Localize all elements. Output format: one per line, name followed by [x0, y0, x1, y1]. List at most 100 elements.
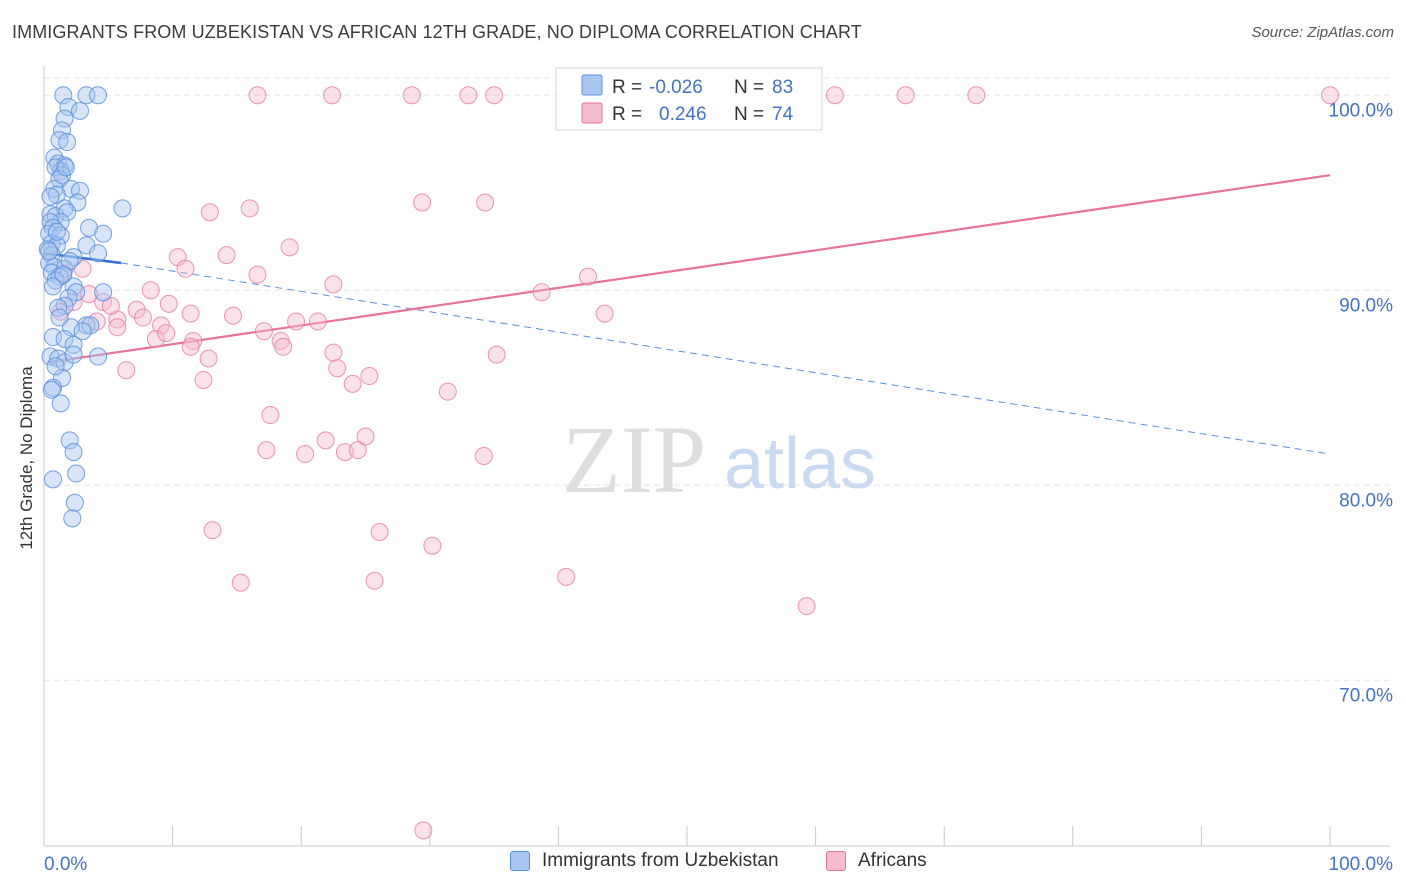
point-uzbekistan	[50, 131, 69, 150]
point-uzbekistan	[89, 244, 108, 263]
point-uzbekistan	[51, 394, 70, 413]
point-uzbekistan	[54, 265, 73, 284]
point-africans	[365, 571, 384, 590]
point-africans	[413, 193, 432, 212]
y-tick-label: 100.0%	[1329, 100, 1394, 121]
point-africans	[487, 345, 506, 364]
point-uzbekistan	[58, 203, 77, 222]
point-africans	[578, 267, 597, 286]
legend-n-value-2: 74	[772, 104, 794, 125]
point-africans	[141, 281, 160, 300]
point-uzbekistan	[64, 345, 83, 364]
point-africans	[476, 193, 495, 212]
legend-swatch-uzbekistan	[581, 74, 603, 96]
point-africans	[414, 821, 433, 840]
legend-swatch-africans	[581, 102, 603, 124]
point-uzbekistan	[42, 380, 61, 399]
point-uzbekistan	[49, 298, 68, 317]
point-uzbekistan	[94, 224, 113, 243]
point-africans	[217, 246, 236, 265]
point-uzbekistan	[64, 443, 83, 462]
legend-top: R = -0.026 N = 83 R = 0.246 N = 74	[555, 67, 823, 131]
point-africans	[324, 275, 343, 294]
legend-r-label-2: R =	[612, 104, 642, 125]
point-africans	[485, 86, 504, 105]
point-africans	[203, 521, 222, 540]
point-africans	[254, 322, 273, 341]
point-africans	[324, 343, 343, 362]
point-uzbekistan	[55, 296, 74, 315]
point-uzbekistan	[71, 181, 90, 200]
watermark-zip: ZIP	[562, 406, 706, 513]
point-africans	[459, 86, 478, 105]
point-africans	[194, 370, 213, 389]
point-uzbekistan	[58, 133, 77, 152]
point-uzbekistan	[40, 242, 59, 261]
legend-bottom: Immigrants from Uzbekistan Africans	[0, 850, 1406, 880]
point-uzbekistan	[89, 347, 108, 366]
point-africans	[199, 349, 218, 368]
point-africans	[248, 86, 267, 105]
axes	[43, 66, 1390, 847]
point-uzbekistan	[46, 357, 65, 376]
point-uzbekistan	[67, 464, 86, 483]
point-africans	[797, 597, 816, 616]
point-africans	[438, 382, 457, 401]
y-tick-label: 70.0%	[1339, 685, 1393, 706]
point-africans	[896, 86, 915, 105]
point-africans	[157, 324, 176, 343]
point-africans	[108, 318, 127, 337]
legend-r-label-1: R =	[612, 77, 642, 98]
point-africans	[280, 238, 299, 257]
y-tick-label: 90.0%	[1339, 295, 1393, 316]
legend-label-uzbekistan: Immigrants from Uzbekistan	[542, 850, 779, 871]
point-africans	[532, 283, 551, 302]
point-uzbekistan	[63, 509, 82, 528]
legend-label-africans: Africans	[858, 850, 927, 871]
legend-n-label-1: N =	[734, 77, 764, 98]
point-africans	[316, 431, 335, 450]
point-uzbekistan	[113, 199, 132, 218]
legend-swatch-blue	[510, 851, 530, 871]
chart-title: IMMIGRANTS FROM UZBEKISTAN VS AFRICAN 12…	[12, 22, 862, 42]
point-africans	[176, 259, 195, 278]
point-uzbekistan	[56, 158, 75, 177]
point-africans	[117, 361, 136, 380]
point-uzbekistan	[50, 170, 69, 189]
point-africans	[240, 199, 259, 218]
point-africans	[348, 441, 367, 460]
point-uzbekistan	[62, 318, 81, 337]
legend-n-value-1: 83	[772, 77, 793, 98]
point-uzbekistan	[46, 207, 65, 226]
point-africans	[224, 306, 243, 325]
point-africans	[825, 86, 844, 105]
legend-r-value-2: 0.246	[659, 104, 707, 125]
point-uzbekistan	[55, 353, 74, 372]
point-africans	[146, 330, 165, 348]
point-africans	[1321, 86, 1339, 105]
x-tick-label-end: 100.0%	[1329, 854, 1394, 875]
point-africans	[356, 427, 375, 446]
point-uzbekistan	[44, 328, 63, 347]
point-uzbekistan	[53, 369, 72, 387]
point-africans	[296, 445, 315, 464]
point-uzbekistan	[50, 308, 69, 327]
point-uzbekistan	[89, 86, 108, 105]
legend-item-africans: Africans	[826, 850, 927, 872]
point-africans	[557, 567, 576, 586]
point-africans	[159, 294, 178, 313]
point-uzbekistan	[47, 222, 66, 241]
point-africans	[360, 367, 379, 386]
point-uzbekistan	[65, 493, 84, 512]
point-uzbekistan	[44, 470, 63, 489]
point-africans	[181, 304, 200, 323]
y-axis-label: 12th Grade, No Diploma	[17, 366, 36, 550]
legend-item-uzbekistan: Immigrants from Uzbekistan	[510, 850, 779, 872]
point-africans	[423, 536, 442, 555]
point-africans	[274, 337, 293, 356]
watermark-atlas: atlas	[724, 424, 876, 504]
legend-n-label-2: N =	[734, 104, 764, 125]
point-uzbekistan	[55, 330, 74, 348]
point-uzbekistan	[47, 185, 66, 204]
